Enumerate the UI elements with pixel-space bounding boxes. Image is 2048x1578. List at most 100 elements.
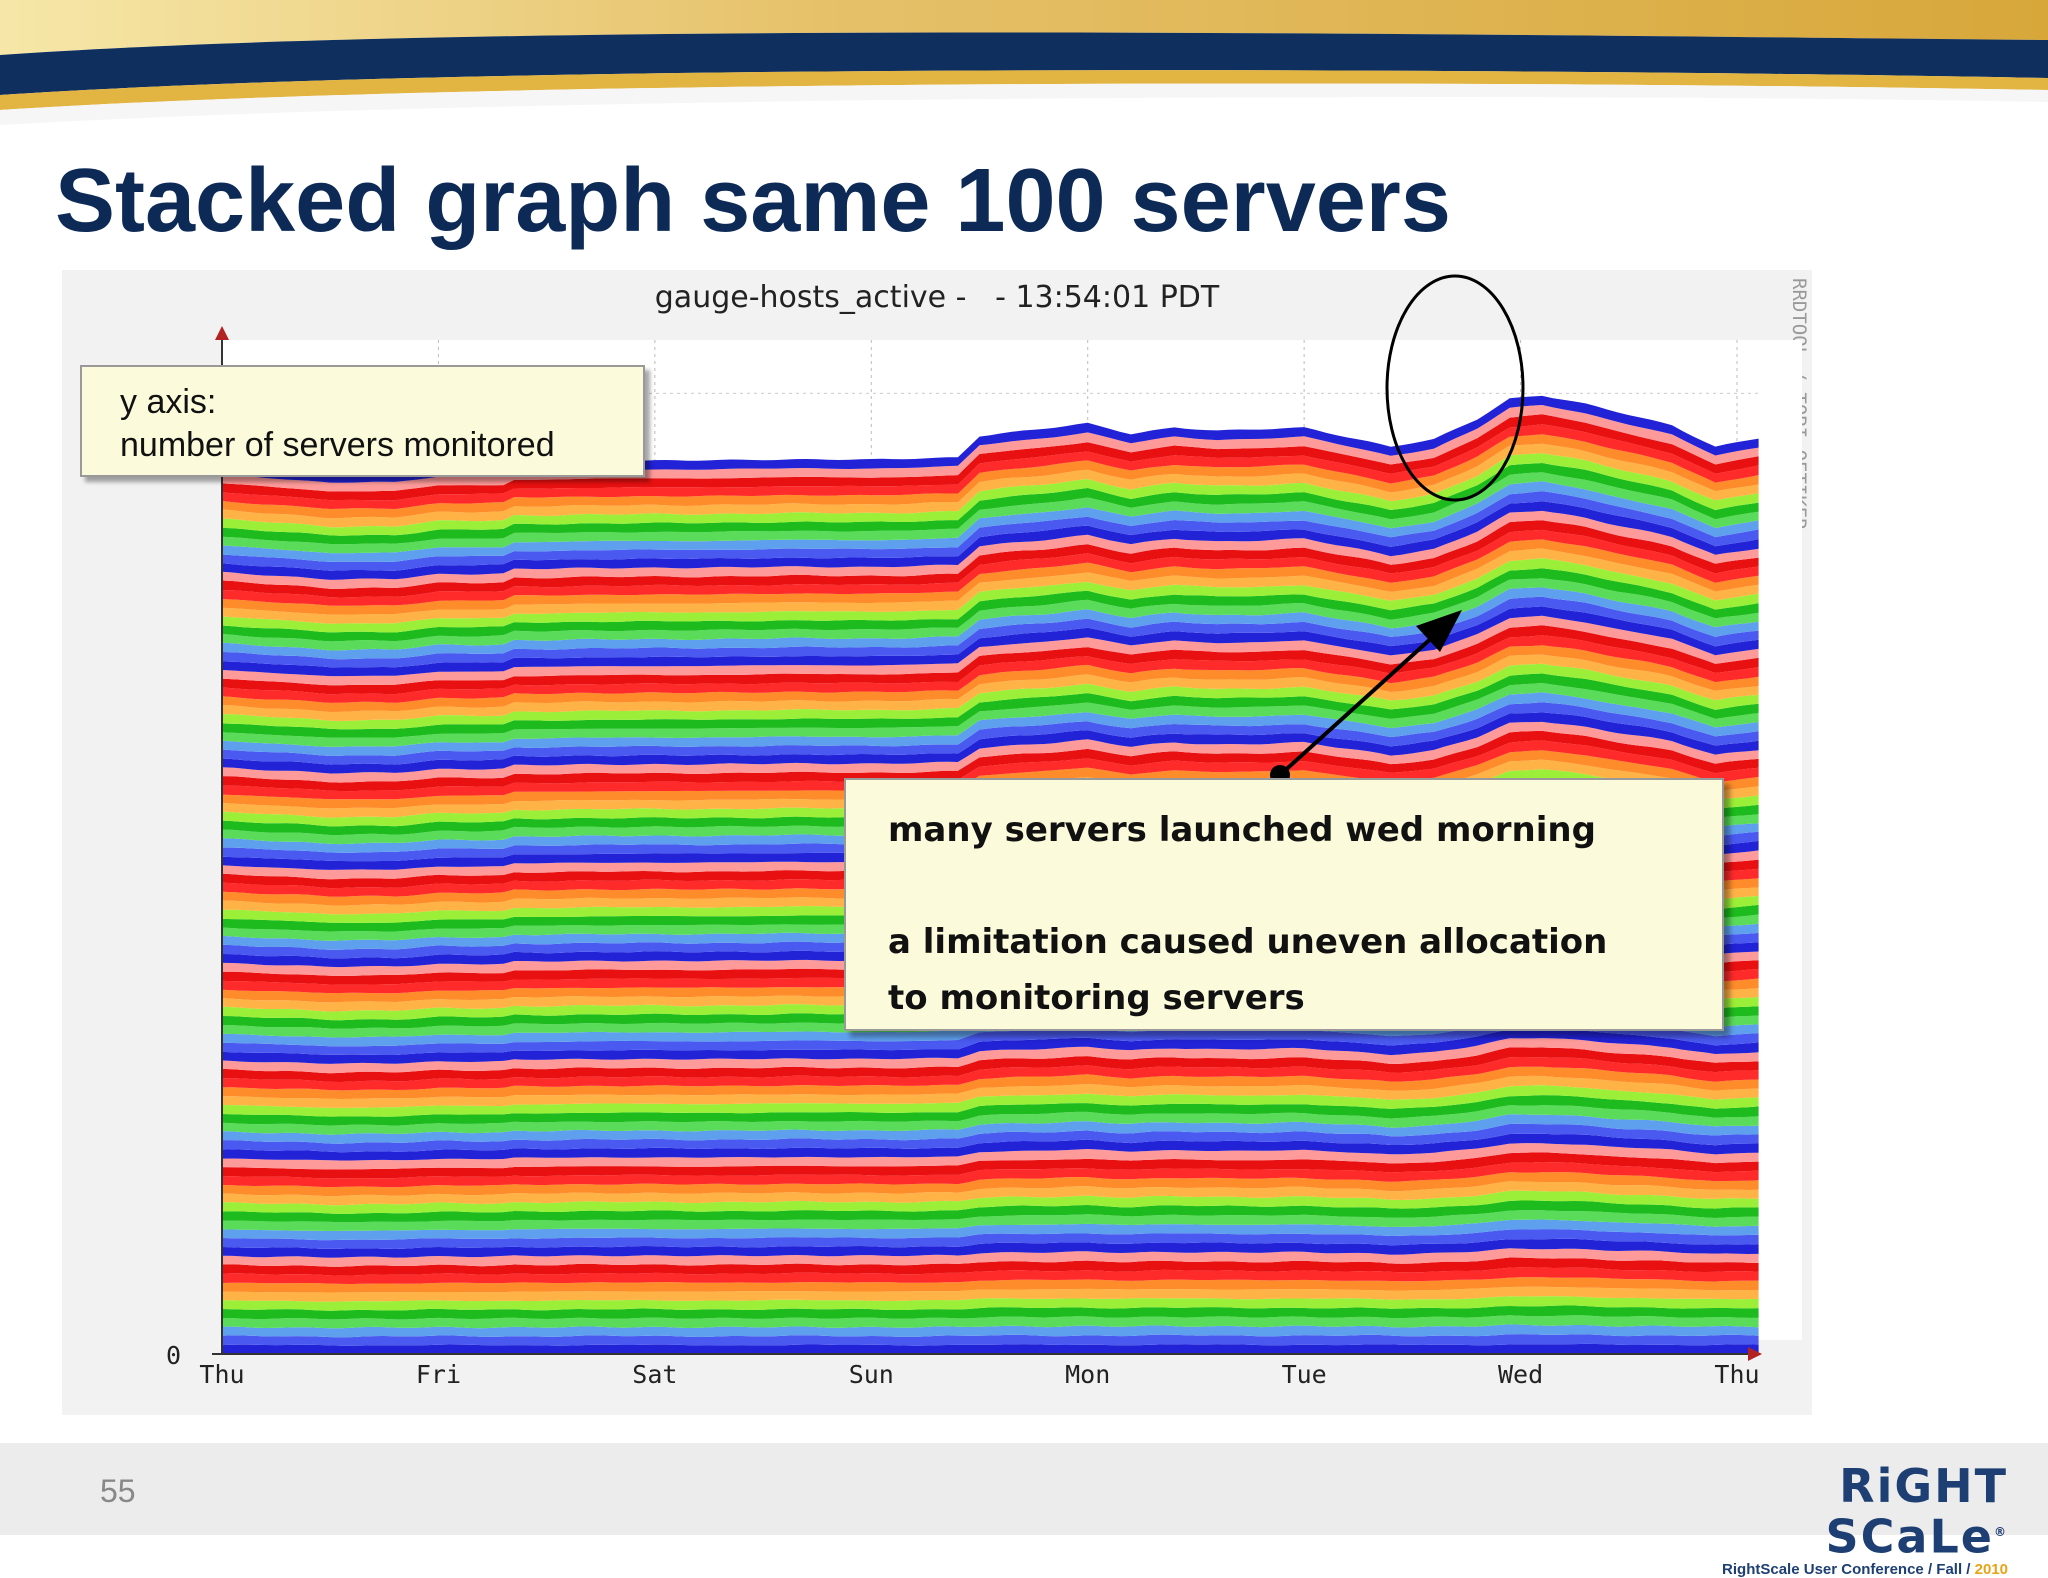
logo-wordmark: RiGHT SCaLe® — [1825, 1459, 2008, 1564]
series-band — [222, 702, 1759, 765]
series-band — [222, 539, 1759, 615]
x-axis-arrow — [1748, 1347, 1762, 1361]
series-band — [222, 683, 1759, 747]
series-band — [222, 1219, 1759, 1241]
y-axis-arrow — [215, 326, 229, 340]
x-tick-label: Wed — [1498, 1360, 1543, 1389]
series-band — [222, 568, 1759, 642]
stacked-area-chart: 0 Thu Fri Sat Sun Mon Tue Wed Thu — [166, 274, 1802, 1389]
series-band — [222, 1066, 1759, 1099]
series-band — [222, 434, 1759, 519]
header-banner — [0, 0, 2048, 130]
series-band — [222, 1257, 1759, 1276]
y-axis-annotation: y axis: number of servers monitored — [80, 365, 645, 477]
series-band — [222, 1075, 1759, 1108]
series-band — [222, 1267, 1759, 1284]
series-band — [222, 1315, 1759, 1329]
series-band — [222, 578, 1759, 651]
series-band — [222, 1172, 1759, 1197]
series-band — [222, 472, 1759, 554]
series-band — [222, 1286, 1759, 1302]
series-band — [222, 510, 1759, 589]
series-band — [222, 1114, 1759, 1144]
series-band — [222, 1334, 1759, 1346]
series-band — [222, 587, 1759, 660]
series-band — [222, 740, 1759, 800]
series-band — [222, 673, 1759, 738]
series-band — [222, 692, 1759, 756]
y-axis-note-line2: number of servers monitored — [120, 426, 555, 464]
series-band — [222, 1238, 1759, 1258]
chart-title: gauge-hosts_active - - 13:54:01 PDT — [654, 280, 1220, 315]
x-tick-label: Sat — [632, 1360, 677, 1389]
x-tick-labels: Thu Fri Sat Sun Mon Tue Wed Thu — [199, 1360, 1759, 1389]
series-band — [222, 645, 1759, 712]
x-tick-label: Mon — [1065, 1360, 1110, 1389]
series-band — [222, 1162, 1759, 1188]
series-band — [222, 1152, 1759, 1179]
series-band — [222, 721, 1759, 783]
callout-arrow-line — [1278, 613, 1459, 777]
series-band — [222, 443, 1759, 528]
series-band — [222, 663, 1759, 730]
series-band — [222, 615, 1759, 686]
series-band — [222, 606, 1759, 677]
series-band — [222, 1057, 1759, 1091]
series-band — [222, 1248, 1759, 1267]
series-band — [222, 1190, 1759, 1214]
series-band — [222, 1210, 1759, 1231]
series-band — [222, 1277, 1759, 1293]
series-band — [222, 1028, 1759, 1064]
series-band — [222, 1200, 1759, 1223]
series-band — [222, 712, 1759, 774]
series-band — [222, 520, 1759, 598]
launch-note-line3: to monitoring servers — [888, 978, 1305, 1018]
series-band — [222, 1324, 1759, 1338]
series-band — [222, 1085, 1759, 1117]
series-band — [222, 1038, 1759, 1074]
launch-note-line1: many servers launched wed morning — [888, 810, 1596, 850]
series-band — [222, 529, 1759, 606]
x-tick-label: Thu — [199, 1360, 244, 1389]
series-band — [222, 1095, 1759, 1126]
x-tick-label: Fri — [416, 1360, 461, 1389]
series-band — [222, 1343, 1759, 1354]
series-band — [222, 491, 1759, 571]
series-band — [222, 625, 1759, 695]
series-band — [222, 558, 1759, 633]
series-band — [222, 635, 1759, 703]
series-band — [222, 1133, 1759, 1161]
series-band — [222, 1047, 1759, 1082]
launch-note-spacer — [888, 858, 1722, 914]
series-band — [222, 730, 1759, 792]
series-band — [222, 1229, 1759, 1249]
series-band — [222, 463, 1759, 545]
series-band — [222, 596, 1759, 668]
series-band — [222, 1305, 1759, 1320]
highlight-circle — [1385, 274, 1525, 502]
x-tick-label: Thu — [1714, 1360, 1759, 1389]
y-tick-label: 0 — [166, 1341, 181, 1370]
series-band — [222, 501, 1759, 580]
series-band — [222, 1296, 1759, 1311]
series-band — [222, 548, 1759, 624]
series-band — [222, 414, 1759, 501]
series-band — [222, 481, 1759, 562]
slide-footer: 55 RiGHT SCaLe® RightScale User Conferen… — [0, 1443, 2048, 1578]
series-band — [222, 1181, 1759, 1206]
series-band — [222, 453, 1759, 536]
series-band — [222, 1018, 1759, 1055]
launch-annotation: many servers launched wed morning a limi… — [844, 778, 1724, 1031]
y-axis-note-line1: y axis: — [120, 383, 217, 421]
slide-title: Stacked graph same 100 servers — [55, 151, 1451, 251]
series-band — [222, 654, 1759, 721]
x-tick-label: Sun — [849, 1360, 894, 1389]
series-band — [222, 1105, 1759, 1135]
launch-note-line2: a limitation caused uneven allocation — [888, 922, 1608, 962]
series-band — [222, 1123, 1759, 1153]
x-tick-label: Tue — [1282, 1360, 1327, 1389]
series-band — [222, 424, 1759, 509]
logo-tagline: RightScale User Conference / Fall / 2010 — [1722, 1561, 2008, 1578]
rightscale-logo: RiGHT SCaLe® RightScale User Conference … — [1688, 1463, 2008, 1578]
series-band — [222, 1143, 1759, 1170]
